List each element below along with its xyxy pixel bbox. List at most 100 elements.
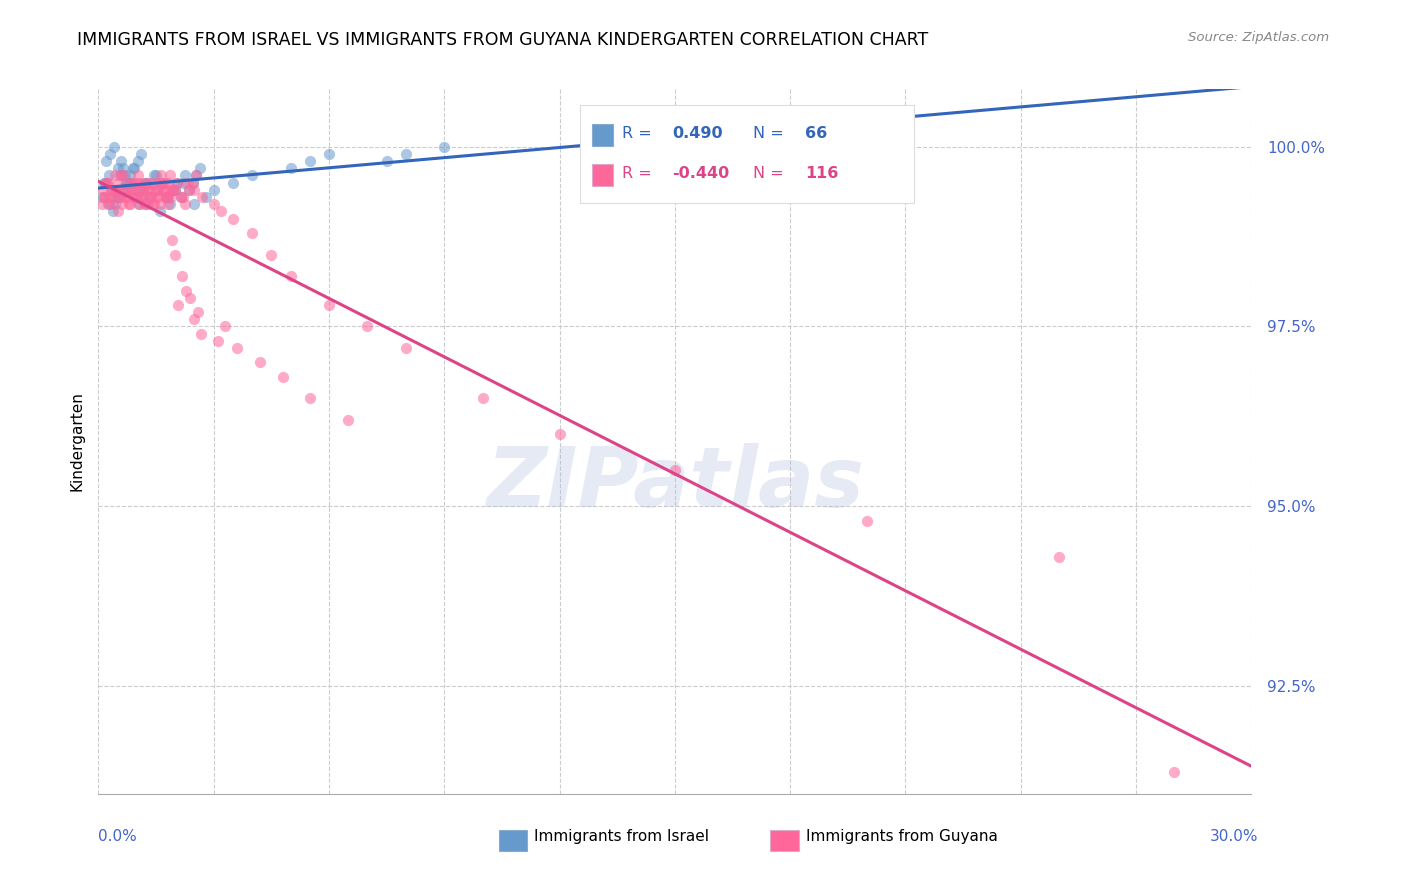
Point (471, 392, 494, 406)
Point (122, 161, 145, 176)
Point (186, 169, 208, 183)
Point (146, 183, 169, 197)
Point (94, 176, 117, 190)
Point (172, 190, 194, 204)
Point (107, 176, 129, 190)
Point (195, 190, 218, 204)
Point (118, 176, 141, 190)
Point (131, 147, 153, 161)
Point (156, 190, 179, 204)
Point (107, 161, 129, 176)
Point (136, 183, 159, 197)
Point (94, 154, 117, 169)
Point (298, 392, 321, 406)
Point (202, 183, 225, 197)
Point (107, 190, 129, 204)
Point (165, 183, 187, 197)
Point (108, 190, 131, 204)
Point (187, 305, 209, 319)
Point (159, 169, 181, 183)
Point (155, 190, 177, 204)
Point (101, 197, 124, 211)
Point (280, 161, 302, 176)
Point (117, 190, 139, 204)
Point (375, 154, 398, 169)
Point (105, 183, 128, 197)
Point (91, 197, 114, 211)
Point (112, 169, 135, 183)
Point (162, 183, 184, 197)
Point (103, 183, 125, 197)
Point (157, 197, 180, 211)
Point (129, 190, 152, 204)
Point (127, 154, 149, 169)
Point (128, 197, 150, 211)
Point (101, 183, 124, 197)
Point (395, 341, 418, 355)
Text: R =: R = (621, 126, 657, 141)
Point (146, 176, 169, 190)
Point (134, 197, 156, 211)
Point (167, 298, 190, 312)
Point (94, 190, 117, 204)
Point (170, 190, 193, 204)
Point (172, 269, 194, 284)
Point (112, 161, 135, 176)
Point (138, 197, 160, 211)
Point (149, 197, 172, 211)
Point (160, 233, 183, 247)
Point (174, 197, 197, 211)
Point (395, 147, 418, 161)
Point (128, 197, 150, 211)
Bar (592, 124, 613, 146)
Point (209, 204, 232, 219)
Point (548, 427, 571, 442)
Point (166, 176, 188, 190)
Point (110, 154, 132, 169)
Point (207, 334, 229, 348)
Point (163, 247, 186, 261)
Text: Immigrants from Israel: Immigrants from Israel (534, 830, 709, 844)
Point (125, 176, 148, 190)
Point (138, 183, 160, 197)
Point (181, 176, 204, 190)
Point (145, 169, 167, 183)
Point (260, 247, 283, 261)
Point (170, 190, 193, 204)
Point (156, 176, 179, 190)
Point (148, 190, 170, 204)
Point (114, 183, 136, 197)
Point (101, 190, 124, 204)
Text: 0.490: 0.490 (672, 126, 723, 141)
Point (104, 190, 127, 204)
Point (337, 413, 360, 427)
Point (98, 190, 121, 204)
Point (103, 139, 125, 153)
Text: -0.440: -0.440 (672, 166, 730, 181)
Point (141, 176, 163, 190)
Text: Immigrants from Guyana: Immigrants from Guyana (806, 830, 997, 844)
Point (149, 204, 172, 219)
Point (94, 176, 117, 190)
Point (129, 183, 152, 197)
Point (100, 183, 122, 197)
Point (98, 197, 121, 211)
Point (141, 190, 163, 204)
Point (856, 514, 879, 528)
Text: N =: N = (754, 126, 789, 141)
Point (125, 190, 148, 204)
Point (139, 190, 162, 204)
Point (149, 169, 172, 183)
Point (98, 169, 121, 183)
Point (146, 183, 169, 197)
Point (142, 197, 165, 211)
Point (103, 197, 125, 211)
Point (240, 226, 263, 240)
Text: IMMIGRANTS FROM ISRAEL VS IMMIGRANTS FROM GUYANA KINDERGARTEN CORRELATION CHART: IMMIGRANTS FROM ISRAEL VS IMMIGRANTS FRO… (77, 31, 928, 49)
Point (132, 190, 155, 204)
Point (118, 169, 141, 183)
Point (93, 176, 115, 190)
Point (124, 190, 146, 204)
Point (115, 176, 138, 190)
Point (108, 169, 131, 183)
